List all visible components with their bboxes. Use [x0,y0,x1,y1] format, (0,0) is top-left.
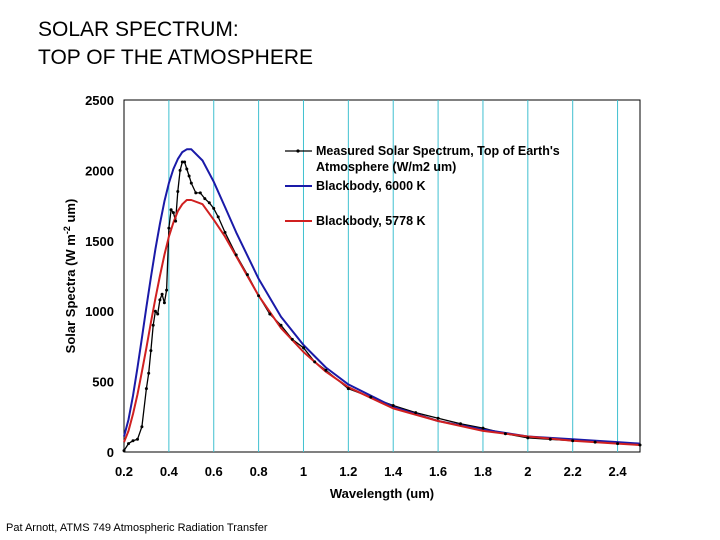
y-axis-ticks: 0 500 1000 1500 2000 2500 [85,93,114,460]
measured-point [160,292,164,296]
measured-point [257,294,261,298]
measured-point [245,273,249,277]
measured-point [178,168,182,172]
measured-point [234,253,238,257]
y-tick-label: 500 [92,375,114,390]
legend-label-measured-2: Atmosphere (W/m2 um) [316,160,456,174]
legend-label-5778k: Blackbody, 5778 K [316,214,426,228]
x-tick-label: 2.4 [609,464,628,479]
measured-point [414,411,418,415]
measured-point [189,181,193,185]
x-tick-label: 1.4 [384,464,403,479]
measured-point [144,387,148,391]
measured-point [571,439,575,443]
measured-point [167,226,171,230]
y-axis-title-sup: -2 [62,226,72,234]
measured-point [526,436,530,440]
measured-point [151,323,155,327]
x-tick-label: 1.2 [339,464,357,479]
y-axis-title-main: Solar Spectra (W m [63,234,78,353]
y-tick-label: 2000 [85,163,114,178]
x-tick-label: 1.6 [429,464,447,479]
footer-credit: Pat Arnott, ATMS 749 Atmospheric Radiati… [6,522,268,534]
y-tick-label: 0 [107,445,114,460]
measured-point [391,404,395,407]
legend-label-6000k: Blackbody, 6000 K [316,179,426,193]
x-tick-label: 0.4 [160,464,179,479]
x-tick-label: 2.2 [564,464,582,479]
y-tick-label: 1500 [85,234,114,249]
measured-point [481,426,485,430]
x-tick-label: 0.8 [250,464,268,479]
measured-point [169,208,173,212]
measured-point [158,298,162,302]
legend-label-measured-1: Measured Solar Spectrum, Top of Earth's [316,144,560,158]
measured-point [279,323,283,327]
measured-point [638,443,642,447]
measured-point [436,416,440,420]
measured-point [176,190,180,193]
x-tick-label: 0.6 [205,464,223,479]
marker-layer [122,160,642,453]
plot-area [123,99,641,453]
measured-point [503,432,507,436]
measured-point [313,360,317,364]
x-tick-label: 2 [524,464,531,479]
measured-point [616,442,620,446]
legend: Measured Solar Spectrum, Top of Earth's … [285,144,560,228]
x-tick-label: 1.8 [474,464,492,479]
measured-point [140,425,144,429]
title-line-2: TOP OF THE ATMOSPHERE [38,46,313,69]
measured-point [180,160,184,164]
measured-point [185,167,189,171]
measured-point [216,215,220,219]
measured-point [324,368,328,372]
measured-point [223,230,227,234]
y-axis-title-tail: um) [63,199,78,226]
measured-point [149,349,153,353]
measured-point [346,387,350,391]
measured-point [212,206,216,210]
x-axis-ticks: 0.2 0.4 0.6 0.8 1 1.2 1.4 1.6 1.8 2 2.2 2.4 [115,464,627,479]
measured-point [183,160,187,164]
slide-title: SOLAR SPECTRUM: TOP OF THE ATMOSPHERE [38,16,313,72]
measured-point [122,449,126,453]
x-tick-label: 0.2 [115,464,133,479]
measured-point [187,174,191,178]
measured-point [174,219,178,223]
measured-point [131,439,135,443]
series-line-bb5778 [123,199,641,446]
measured-point [171,211,175,215]
measured-point [369,395,373,399]
measured-point [548,437,552,441]
measured-point [203,197,207,201]
measured-point [127,442,130,446]
measured-point [302,346,305,350]
measured-point [147,371,151,375]
title-line-1: SOLAR SPECTRUM: [38,18,239,41]
y-axis-title: Solar Spectra (W m-2 um) [62,199,78,354]
measured-point [194,191,198,195]
measured-point [593,440,597,444]
legend-marker-measured [296,149,300,153]
grid-layer [168,100,619,452]
measured-point [198,191,202,195]
measured-point [156,312,160,316]
measured-point [268,312,272,316]
measured-point [162,301,166,305]
measured-point [207,201,211,205]
x-tick-label: 1 [300,464,307,479]
y-tick-label: 1000 [85,304,114,319]
y-tick-label: 2500 [85,93,114,108]
measured-point [165,288,169,292]
measured-point [290,337,294,341]
measured-point [459,422,462,426]
x-axis-title: Wavelength (um) [330,486,434,501]
measured-point [153,309,157,313]
measured-point [136,437,139,441]
